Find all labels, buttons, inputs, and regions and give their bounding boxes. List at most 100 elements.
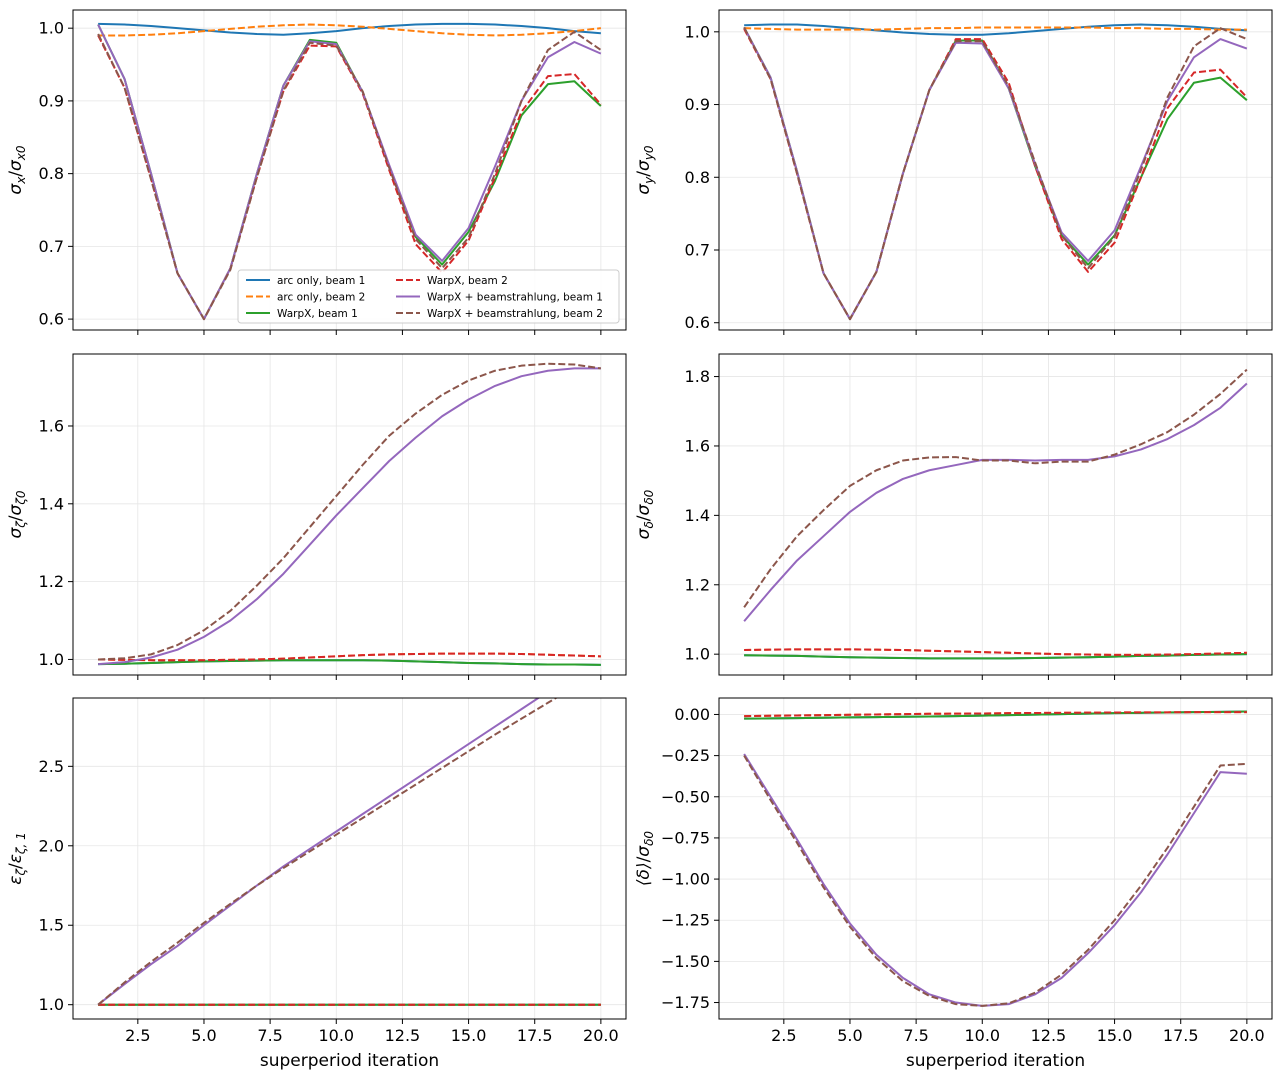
y-tick-label: 1.6: [685, 436, 710, 455]
axes-frame: [72, 697, 627, 1020]
panel-sigma_zeta: 1.01.21.41.6σζ/σζ0: [6, 353, 627, 680]
series-line-4: [744, 711, 1247, 718]
series-group: [98, 362, 602, 666]
y-axis-label: ⟨δ⟩/σδ0: [634, 831, 656, 887]
y-tick-label: 0.7: [39, 237, 64, 256]
legend-label: WarpX, beam 2: [427, 275, 508, 287]
x-axis-label: superperiod iteration: [906, 1051, 1085, 1071]
axes-frame: [718, 9, 1273, 331]
x-tick-label: 10.0: [318, 1026, 354, 1045]
y-tick-label: 0.9: [39, 91, 64, 110]
series-group: [743, 23, 1248, 321]
ylabel-main: σ: [634, 183, 654, 195]
series-line-4: [98, 652, 601, 662]
series-line-2: [98, 23, 601, 37]
series-line-6: [98, 362, 602, 661]
y-tick-label: 1.0: [39, 19, 64, 38]
series-line-1: [744, 23, 1247, 36]
ylabel-slash: /: [634, 856, 654, 862]
series-group: [97, 698, 601, 1006]
y-tick-label: 1.0: [685, 22, 710, 41]
x-axis-label: superperiod iteration: [260, 1051, 439, 1071]
y-tick-label: 1.0: [39, 995, 64, 1014]
series-group: [743, 710, 1247, 1007]
axes-frame: [72, 9, 627, 331]
axes-frame: [718, 353, 1273, 676]
ylabel-den-sub: δ0: [642, 831, 656, 846]
series-group: [743, 368, 1248, 660]
y-tick-label: 0.8: [39, 164, 64, 183]
x-tick-label: 7.5: [903, 1026, 928, 1045]
x-tick-label: 5.0: [837, 1026, 862, 1045]
series-line-5: [97, 698, 541, 1006]
y-tick-label: −0.50: [661, 787, 710, 806]
y-tick-label: 0.6: [39, 310, 64, 329]
legend-label: arc only, beam 2: [277, 292, 365, 304]
x-tick-label: 5.0: [191, 1026, 216, 1045]
series-line-3: [98, 659, 601, 666]
panel-sigma_delta: 1.01.21.41.61.8σδ/σδ0: [634, 353, 1273, 680]
y-tick-label: 1.6: [39, 416, 64, 435]
x-tick-label: 7.5: [257, 1026, 282, 1045]
ylabel-den-main: σ: [634, 845, 654, 857]
ylabel-den-main: σ: [6, 159, 26, 171]
y-tick-label: 1.0: [685, 645, 710, 664]
x-tick-label: 12.5: [1031, 1026, 1067, 1045]
y-tick-label: −1.75: [661, 993, 710, 1012]
ylabel-main: σ: [6, 527, 26, 539]
ylabel-main: σ: [6, 183, 26, 195]
y-axis-label: εζ/εζ, 1: [6, 832, 28, 884]
x-tick-label: 2.5: [771, 1026, 796, 1045]
series-line-3: [743, 26, 1248, 321]
ylabel-den-main: ε: [6, 854, 26, 863]
y-axis-label: σy/σy0: [634, 145, 656, 195]
series-line-4: [743, 28, 1248, 321]
x-tick-label: 15.0: [451, 1026, 487, 1045]
y-tick-label: 1.2: [39, 572, 64, 591]
series-line-6: [97, 30, 602, 321]
series-line-5: [743, 26, 1248, 321]
panel-eps_zeta: 2.5 5.0 7.5 10.0 12.5 15.0 17.5 20.0 1.0 1.5 2.0 2.…: [6, 697, 627, 1071]
x-tick-label: 12.5: [385, 1026, 421, 1045]
ylabel-den-sub: y0: [642, 145, 656, 161]
series-line-1: [98, 22, 601, 36]
ylabel-slash: /: [6, 863, 26, 869]
series-line-3: [744, 710, 1247, 720]
y-tick-label: −1.25: [661, 911, 710, 930]
y-tick-label: 1.4: [39, 494, 64, 513]
ylabel-slash: /: [634, 171, 654, 177]
ylabel-main: ε: [6, 876, 26, 885]
series-line-6: [743, 368, 1248, 608]
axes-frame: [718, 697, 1273, 1020]
y-tick-label: 1.5: [39, 916, 64, 935]
ylabel-sub: ζ: [14, 520, 28, 529]
ylabel-slash: /: [6, 171, 26, 177]
x-tick-label: 17.5: [517, 1026, 553, 1045]
series-line-5: [743, 382, 1248, 622]
y-tick-label: −0.25: [661, 746, 710, 765]
y-tick-label: 0.00: [674, 705, 710, 724]
ylabel-den-sub: ζ, 1: [14, 832, 28, 855]
legend-label: WarpX + beamstrahlung, beam 1: [427, 292, 603, 304]
y-tick-label: 1.0: [39, 650, 64, 669]
ylabel-den-main: σ: [6, 503, 26, 515]
series-line-6: [97, 698, 558, 1006]
ylabel-den-sub: ζ0: [14, 490, 28, 506]
y-tick-label: 0.6: [685, 313, 710, 332]
y-tick-label: −0.75: [661, 828, 710, 847]
y-axis-label: σx/σx0: [6, 145, 28, 195]
series-line-5: [98, 367, 601, 666]
axes-frame: [72, 353, 627, 676]
x-tick-label: 17.5: [1163, 1026, 1199, 1045]
x-tick-label: 2.5: [125, 1026, 150, 1045]
x-tick-label: 15.0: [1097, 1026, 1133, 1045]
legend-box: [237, 269, 620, 324]
legend-label: WarpX + beamstrahlung, beam 2: [427, 308, 603, 320]
y-tick-label: 0.8: [685, 168, 710, 187]
ylabel-den-sub: x0: [14, 145, 28, 161]
y-axis-label: σδ/σδ0: [634, 489, 656, 539]
legend-label: WarpX, beam 1: [277, 308, 358, 320]
x-tick-label: 20.0: [583, 1026, 619, 1045]
